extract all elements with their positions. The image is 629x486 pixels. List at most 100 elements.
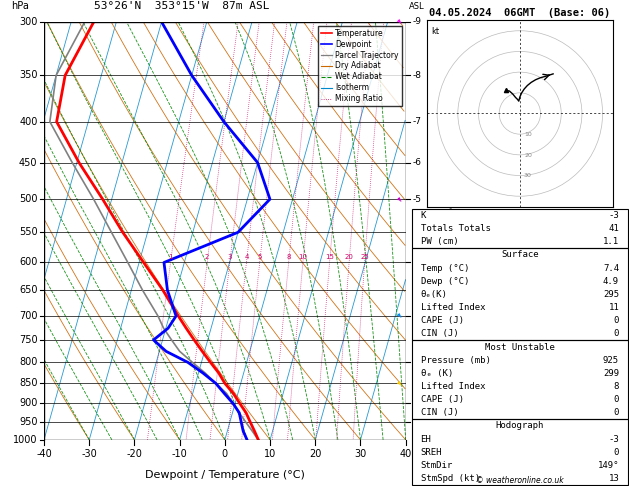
Text: 0: 0	[614, 330, 619, 338]
Text: 750: 750	[19, 335, 38, 345]
Text: km
ASL: km ASL	[409, 0, 425, 12]
Text: 400: 400	[19, 117, 38, 127]
Text: Hodograph: Hodograph	[496, 421, 544, 431]
Text: ►: ►	[396, 380, 403, 387]
Bar	[44, 22, 406, 440]
Text: Lifted Index: Lifted Index	[421, 303, 485, 312]
Text: 299: 299	[603, 369, 619, 378]
Legend: Temperature, Dewpoint, Parcel Trajectory, Dry Adiabat, Wet Adiabat, Isotherm, Mi: Temperature, Dewpoint, Parcel Trajectory…	[318, 26, 402, 106]
Text: 0: 0	[222, 449, 228, 459]
Text: 950: 950	[19, 417, 38, 427]
Text: Dewp (°C): Dewp (°C)	[421, 277, 469, 286]
Text: Temp (°C): Temp (°C)	[421, 263, 469, 273]
Text: -30: -30	[81, 449, 97, 459]
Text: 5: 5	[257, 254, 262, 260]
Text: 8: 8	[286, 254, 291, 260]
Text: Totals Totals: Totals Totals	[421, 224, 491, 233]
Text: 41: 41	[608, 224, 619, 233]
Text: PW (cm): PW (cm)	[421, 237, 459, 246]
Text: -2: -2	[412, 358, 421, 367]
Text: 450: 450	[19, 157, 38, 168]
Bar	[412, 248, 628, 340]
Text: 1000: 1000	[13, 435, 38, 445]
Text: -6: -6	[412, 158, 421, 167]
Text: -4: -4	[412, 258, 421, 267]
Text: 8: 8	[614, 382, 619, 391]
Text: Dewpoint / Temperature (°C): Dewpoint / Temperature (°C)	[145, 470, 305, 480]
Text: LCL: LCL	[412, 417, 428, 427]
Text: 700: 700	[19, 311, 38, 321]
Text: 500: 500	[19, 194, 38, 204]
Text: 04.05.2024  06GMT  (Base: 06): 04.05.2024 06GMT (Base: 06)	[429, 8, 611, 18]
Text: -20: -20	[126, 449, 142, 459]
Text: 10: 10	[264, 449, 276, 459]
Text: CAPE (J): CAPE (J)	[421, 395, 464, 404]
Text: 925: 925	[603, 356, 619, 364]
Text: -3: -3	[608, 211, 619, 220]
Text: 1.1: 1.1	[603, 237, 619, 246]
Bar	[412, 209, 628, 248]
Text: kt: kt	[431, 27, 439, 35]
Text: 7.4: 7.4	[603, 263, 619, 273]
Text: -8: -8	[412, 71, 421, 80]
Text: -10: -10	[172, 449, 187, 459]
Text: 295: 295	[603, 290, 619, 299]
Text: 13: 13	[608, 474, 619, 483]
Text: -1: -1	[412, 399, 421, 408]
Text: 11: 11	[608, 303, 619, 312]
Text: ►: ►	[396, 18, 403, 26]
Text: 30: 30	[524, 174, 532, 178]
Text: 650: 650	[19, 285, 38, 295]
Text: 20: 20	[524, 153, 532, 158]
Text: 4.9: 4.9	[603, 277, 619, 286]
Text: CIN (J): CIN (J)	[421, 330, 459, 338]
Text: 800: 800	[19, 357, 38, 367]
Text: Most Unstable: Most Unstable	[485, 343, 555, 351]
Text: 600: 600	[19, 258, 38, 267]
Text: 10: 10	[298, 254, 308, 260]
Bar	[412, 419, 628, 485]
Text: -7: -7	[412, 117, 421, 126]
Text: 4: 4	[244, 254, 248, 260]
Text: © weatheronline.co.uk: © weatheronline.co.uk	[476, 476, 564, 485]
Text: 0: 0	[614, 395, 619, 404]
Text: 20: 20	[309, 449, 321, 459]
Text: 2: 2	[205, 254, 209, 260]
Text: 550: 550	[19, 227, 38, 237]
Text: 20: 20	[345, 254, 353, 260]
Text: K: K	[421, 211, 426, 220]
Text: -9: -9	[412, 17, 421, 26]
Text: StmDir: StmDir	[421, 461, 453, 470]
Text: 1: 1	[169, 254, 173, 260]
Text: Pressure (mb): Pressure (mb)	[421, 356, 491, 364]
Text: 900: 900	[19, 398, 38, 408]
Text: hPa: hPa	[11, 1, 30, 12]
Text: 850: 850	[19, 379, 38, 388]
Text: -40: -40	[36, 449, 52, 459]
Text: 300: 300	[19, 17, 38, 27]
Text: 53°26'N  353°15'W  87m ASL: 53°26'N 353°15'W 87m ASL	[94, 1, 269, 12]
Text: 10: 10	[524, 132, 532, 137]
Text: -5: -5	[412, 195, 421, 204]
Text: θₑ (K): θₑ (K)	[421, 369, 453, 378]
Text: ►: ►	[396, 312, 403, 320]
Text: EH: EH	[421, 434, 431, 444]
Text: Mixing Ratio (g/kg): Mixing Ratio (g/kg)	[445, 191, 454, 271]
Text: Surface: Surface	[501, 250, 538, 260]
Text: 350: 350	[19, 70, 38, 80]
Text: 0: 0	[614, 408, 619, 417]
Text: -3: -3	[608, 434, 619, 444]
Text: 149°: 149°	[598, 461, 619, 470]
Text: CAPE (J): CAPE (J)	[421, 316, 464, 325]
Text: θₑ(K): θₑ(K)	[421, 290, 447, 299]
Bar	[412, 340, 628, 419]
Text: 0: 0	[614, 448, 619, 457]
Text: 0: 0	[614, 316, 619, 325]
Text: -3: -3	[412, 312, 421, 320]
Text: CIN (J): CIN (J)	[421, 408, 459, 417]
Text: 30: 30	[354, 449, 367, 459]
Text: 3: 3	[228, 254, 232, 260]
Text: StmSpd (kt): StmSpd (kt)	[421, 474, 480, 483]
Text: 25: 25	[360, 254, 369, 260]
Text: SREH: SREH	[421, 448, 442, 457]
